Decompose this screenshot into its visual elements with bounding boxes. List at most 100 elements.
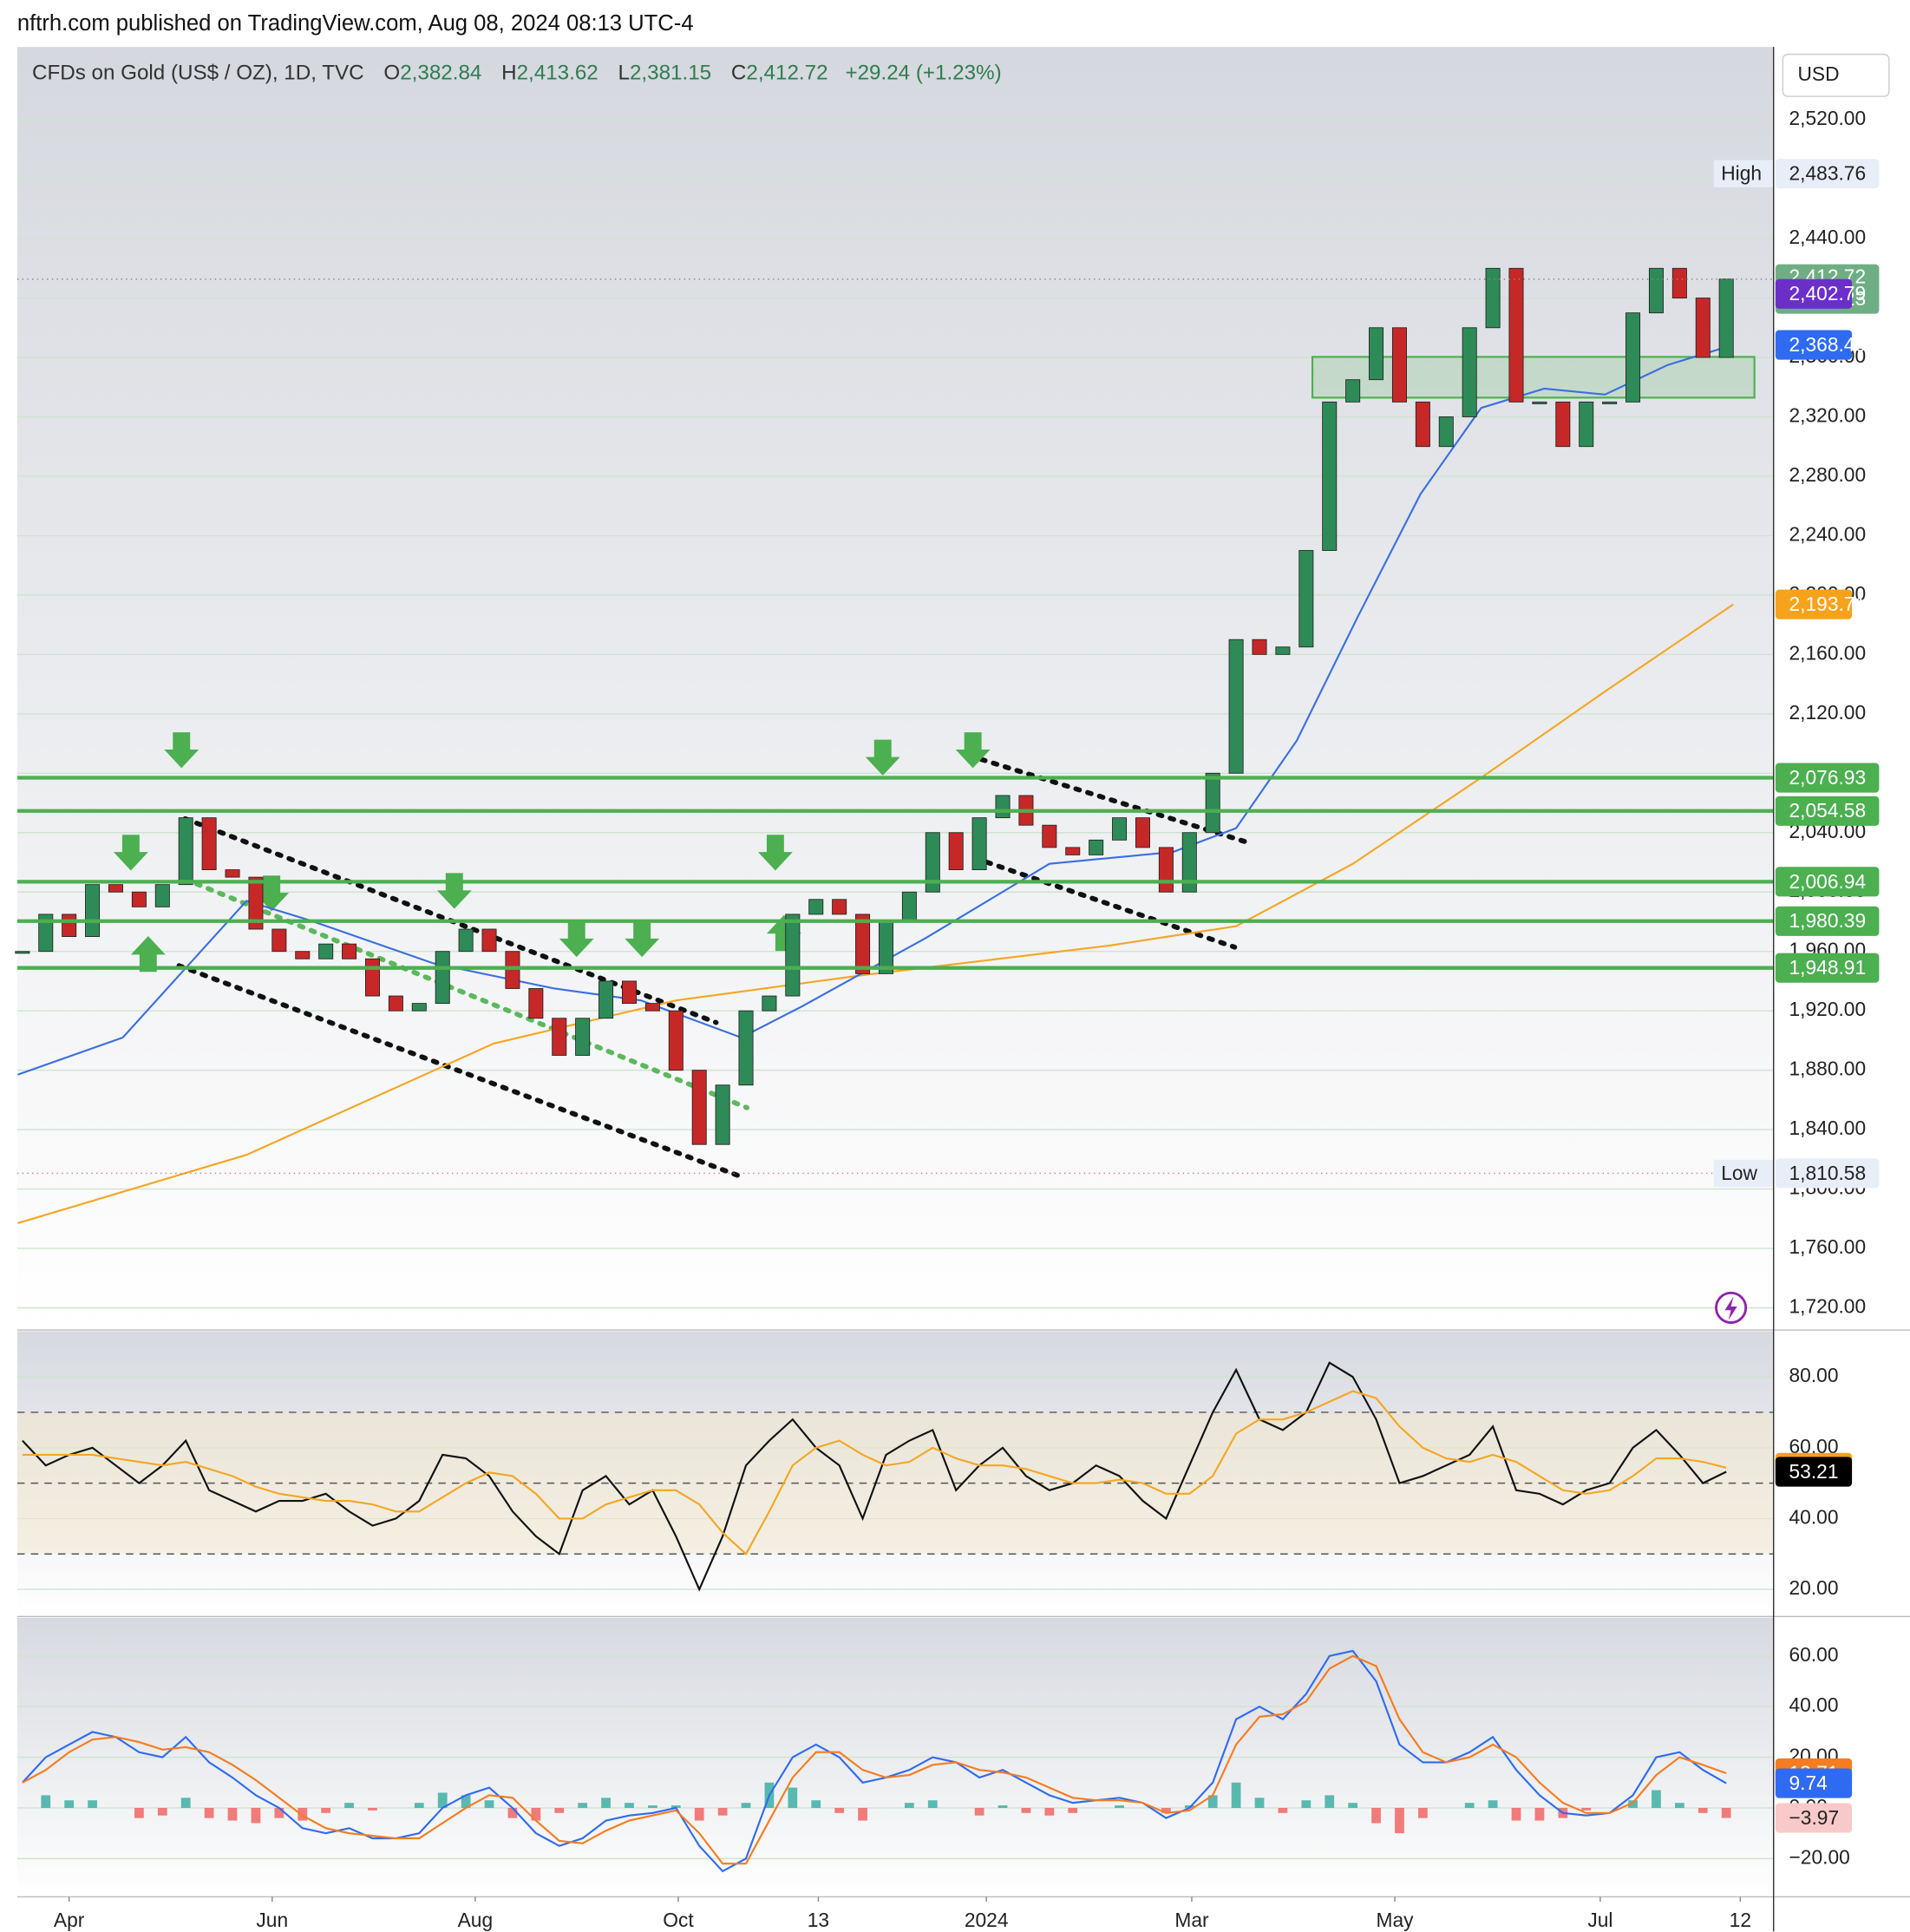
candle — [1369, 327, 1384, 381]
candle — [1415, 401, 1430, 448]
candle — [225, 869, 240, 878]
candle — [154, 884, 170, 907]
candle — [1089, 839, 1104, 855]
level-label: 1,948.91 — [1789, 956, 1867, 979]
histogram-bar — [157, 1807, 167, 1816]
level-label: 2,006.94 — [1789, 870, 1867, 893]
histogram-bar — [974, 1807, 984, 1816]
candle — [131, 891, 147, 907]
y-tick-label: 2,440.00 — [1789, 226, 1867, 248]
candle — [575, 1018, 591, 1056]
x-tick-label: 2024 — [965, 1909, 1009, 1931]
candle — [1671, 267, 1687, 298]
histogram-bar — [204, 1807, 214, 1818]
candle — [1648, 267, 1664, 314]
price-pane — [16, 47, 1774, 1329]
level-label-box — [1775, 796, 1880, 826]
candle — [271, 928, 287, 953]
level-label: 2,076.93 — [1789, 766, 1867, 789]
histogram-bar — [1325, 1795, 1335, 1808]
y-tick-label: 1,720.00 — [1789, 1295, 1867, 1318]
candle — [1112, 817, 1128, 841]
series-line — [22, 1654, 1727, 1865]
ohlc-key: L — [618, 62, 630, 85]
data — [15, 267, 1774, 1873]
y-tick-label: 2,160.00 — [1789, 641, 1867, 664]
level-label-box — [1775, 953, 1880, 983]
candle — [1555, 401, 1571, 448]
y-tick-label: 2,240.00 — [1789, 522, 1867, 545]
level-label-box — [1775, 906, 1880, 936]
histogram-bar — [858, 1807, 867, 1821]
ohlc-key: O — [383, 62, 400, 85]
trend-line — [176, 963, 742, 1178]
candle — [458, 928, 474, 953]
currency: USD — [1797, 62, 1839, 85]
candle — [948, 832, 964, 870]
candle — [1485, 267, 1501, 329]
histogram-bar — [1534, 1807, 1545, 1821]
histogram-bar — [998, 1805, 1008, 1808]
histogram-bar — [1301, 1800, 1311, 1808]
price-label: 9.74 — [1789, 1772, 1828, 1794]
candle — [785, 914, 801, 997]
price-labels: 2,076.93 2,054.58 2,006.94 1,980.39 1,948.91… — [1713, 159, 1880, 1833]
histogram-bar — [811, 1800, 821, 1808]
x-tick-label: Jun — [256, 1909, 288, 1931]
x-tick-label: Jul — [1587, 1909, 1612, 1931]
y-tick-label: −20.00 — [1789, 1845, 1850, 1868]
candle — [738, 1010, 754, 1086]
histogram-bar — [1511, 1807, 1521, 1821]
candle — [248, 876, 264, 930]
candle — [342, 943, 357, 959]
y-tick-label: 60.00 — [1789, 1643, 1839, 1666]
histogram-bar — [227, 1807, 238, 1821]
price-label: 2,193.71 — [1789, 593, 1867, 615]
marker-tag: Low — [1721, 1162, 1757, 1184]
ohlc-value: 2,413.62 — [517, 62, 599, 85]
y-tick-label: 40.00 — [1789, 1693, 1839, 1716]
histogram-bar — [1697, 1807, 1708, 1813]
histogram-bar — [1068, 1807, 1078, 1813]
candle — [925, 832, 940, 893]
histogram-bar — [670, 1805, 681, 1808]
histogram-bar — [788, 1787, 798, 1808]
candle — [1695, 298, 1710, 358]
candle — [691, 1070, 707, 1145]
down-arrow — [559, 920, 594, 958]
candle — [762, 995, 777, 1012]
ohlc-value: 2,412.72 — [746, 62, 827, 85]
candle — [668, 1010, 684, 1071]
histogram-bar — [1417, 1807, 1428, 1818]
candle — [1275, 646, 1291, 655]
candle — [1508, 267, 1524, 403]
candle — [644, 1003, 660, 1012]
price-label-box — [1775, 1457, 1853, 1487]
histogram-bar — [554, 1807, 565, 1813]
candle — [1718, 278, 1734, 358]
candle — [808, 899, 824, 915]
y-tick-label: 1,880.00 — [1789, 1058, 1867, 1080]
candle — [1391, 327, 1407, 403]
candle — [971, 817, 987, 870]
currency-box[interactable] — [1782, 53, 1890, 97]
histogram-bar — [484, 1800, 494, 1808]
candle — [715, 1084, 730, 1145]
candle — [38, 914, 54, 953]
candle — [1205, 772, 1220, 834]
histogram-bar — [1674, 1803, 1684, 1808]
candle — [1158, 847, 1174, 893]
y-tick-label: 1,840.00 — [1789, 1117, 1867, 1139]
histogram-bar — [344, 1803, 354, 1808]
series-line — [22, 1649, 1727, 1873]
histogram-bar — [414, 1803, 424, 1808]
candle — [599, 980, 614, 1019]
candle — [1298, 550, 1314, 648]
price-label: 2,368.45 — [1789, 333, 1867, 356]
candle — [1462, 327, 1477, 417]
histogram-bar — [298, 1807, 308, 1821]
candle — [1602, 401, 1618, 404]
histogram-bar — [904, 1803, 914, 1808]
rsi-pane — [16, 1331, 1774, 1615]
